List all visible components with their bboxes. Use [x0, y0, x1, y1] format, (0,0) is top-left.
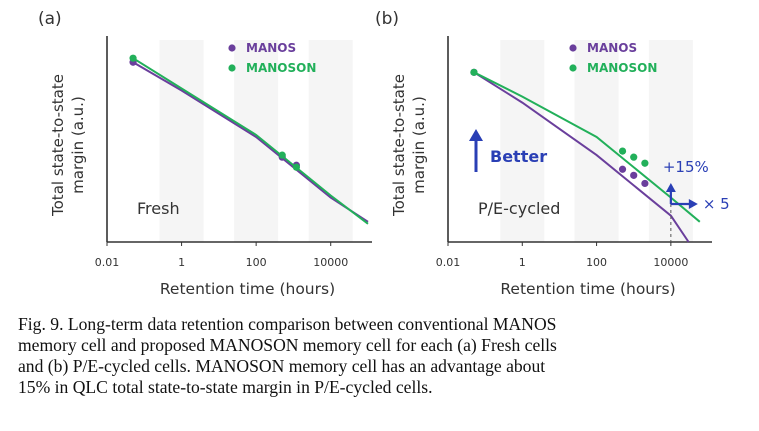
- x-tick-label: 100: [246, 256, 267, 269]
- grid-band: [500, 40, 545, 242]
- legend-label-manos: MANOS: [587, 41, 637, 55]
- y-axis-title-line: margin (a.u.): [410, 96, 428, 194]
- grid-band: [159, 40, 204, 242]
- data-point-manoson: [292, 163, 300, 171]
- caption-line: 15% in QLC total state-to-state margin i…: [18, 377, 433, 397]
- x-axis-title: Retention time (hours): [160, 280, 335, 298]
- legend-marker-manoson: [569, 64, 577, 72]
- y-axis-title-line: Total state-to-state: [390, 74, 408, 217]
- x-tick-label: 0.01: [436, 256, 461, 269]
- better-arrowhead: [469, 129, 483, 141]
- legend-marker-manoson: [228, 64, 236, 72]
- panel-label: (a): [38, 9, 62, 29]
- series-line-manos: [473, 71, 690, 243]
- legend-label-manos: MANOS: [246, 41, 296, 55]
- data-point-manoson: [630, 153, 638, 161]
- x-tick-label: 100: [586, 256, 607, 269]
- y-axis-title-line: margin (a.u.): [69, 96, 87, 194]
- panel-a: 0.01 1 100 10000 Retention time (hours) Total…: [38, 9, 372, 298]
- x-tick-label: 1: [178, 256, 185, 269]
- caption-line: Fig. 9. Long-term data retention compari…: [18, 314, 557, 334]
- data-point-manos: [618, 165, 627, 173]
- caption-line: memory cell and proposed MANOSON memory …: [18, 335, 557, 355]
- caption-line: and (b) P/E-cycled cells. MANOSON memory…: [18, 356, 546, 376]
- x-tick-label: 10000: [313, 256, 348, 269]
- legend-label-manoson: MANOSON: [587, 61, 657, 75]
- better-label: Better: [490, 147, 547, 166]
- grid-band: [574, 40, 619, 242]
- factor-arrowhead: [688, 199, 698, 209]
- legend-label-manoson: MANOSON: [246, 61, 316, 75]
- data-point-manoson: [470, 68, 478, 76]
- data-point-manoson: [278, 151, 286, 159]
- x-axis-title: Retention time (hours): [500, 280, 675, 298]
- gain-label: +15%: [663, 158, 709, 176]
- legend-marker-manos: [228, 44, 236, 52]
- data-point-manos: [641, 179, 649, 188]
- gain-arrowhead: [665, 183, 676, 192]
- grid-band: [234, 40, 279, 242]
- panel-label: (b): [375, 9, 399, 29]
- figure-caption: Fig. 9. Long-term data retention compari…: [18, 314, 748, 398]
- x-tick-label: 10000: [653, 256, 688, 269]
- panel-annotation: Fresh: [137, 199, 180, 218]
- series-line-manoson: [473, 71, 701, 223]
- data-point-manoson: [641, 159, 649, 167]
- figure: 0.01 1 100 10000 Retention time (hours) Total…: [38, 9, 730, 298]
- panel-annotation: P/E-cycled: [478, 199, 560, 218]
- y-axis-title-line: Total state-to-state: [49, 74, 67, 217]
- legend-marker-manos: [569, 44, 577, 52]
- x-tick-label: 1: [519, 256, 526, 269]
- data-point-manoson: [129, 54, 137, 62]
- grid-band: [648, 40, 693, 242]
- data-point-manos: [630, 171, 638, 179]
- series-line-manoson: [132, 57, 369, 225]
- grid-band: [308, 40, 353, 242]
- data-point-manoson: [618, 147, 627, 155]
- panel-b: 0.01 1 100 10000 Retention time (hours) Total…: [375, 9, 730, 298]
- x-tick-label: 0.01: [95, 256, 120, 269]
- factor-label: × 5: [703, 195, 730, 213]
